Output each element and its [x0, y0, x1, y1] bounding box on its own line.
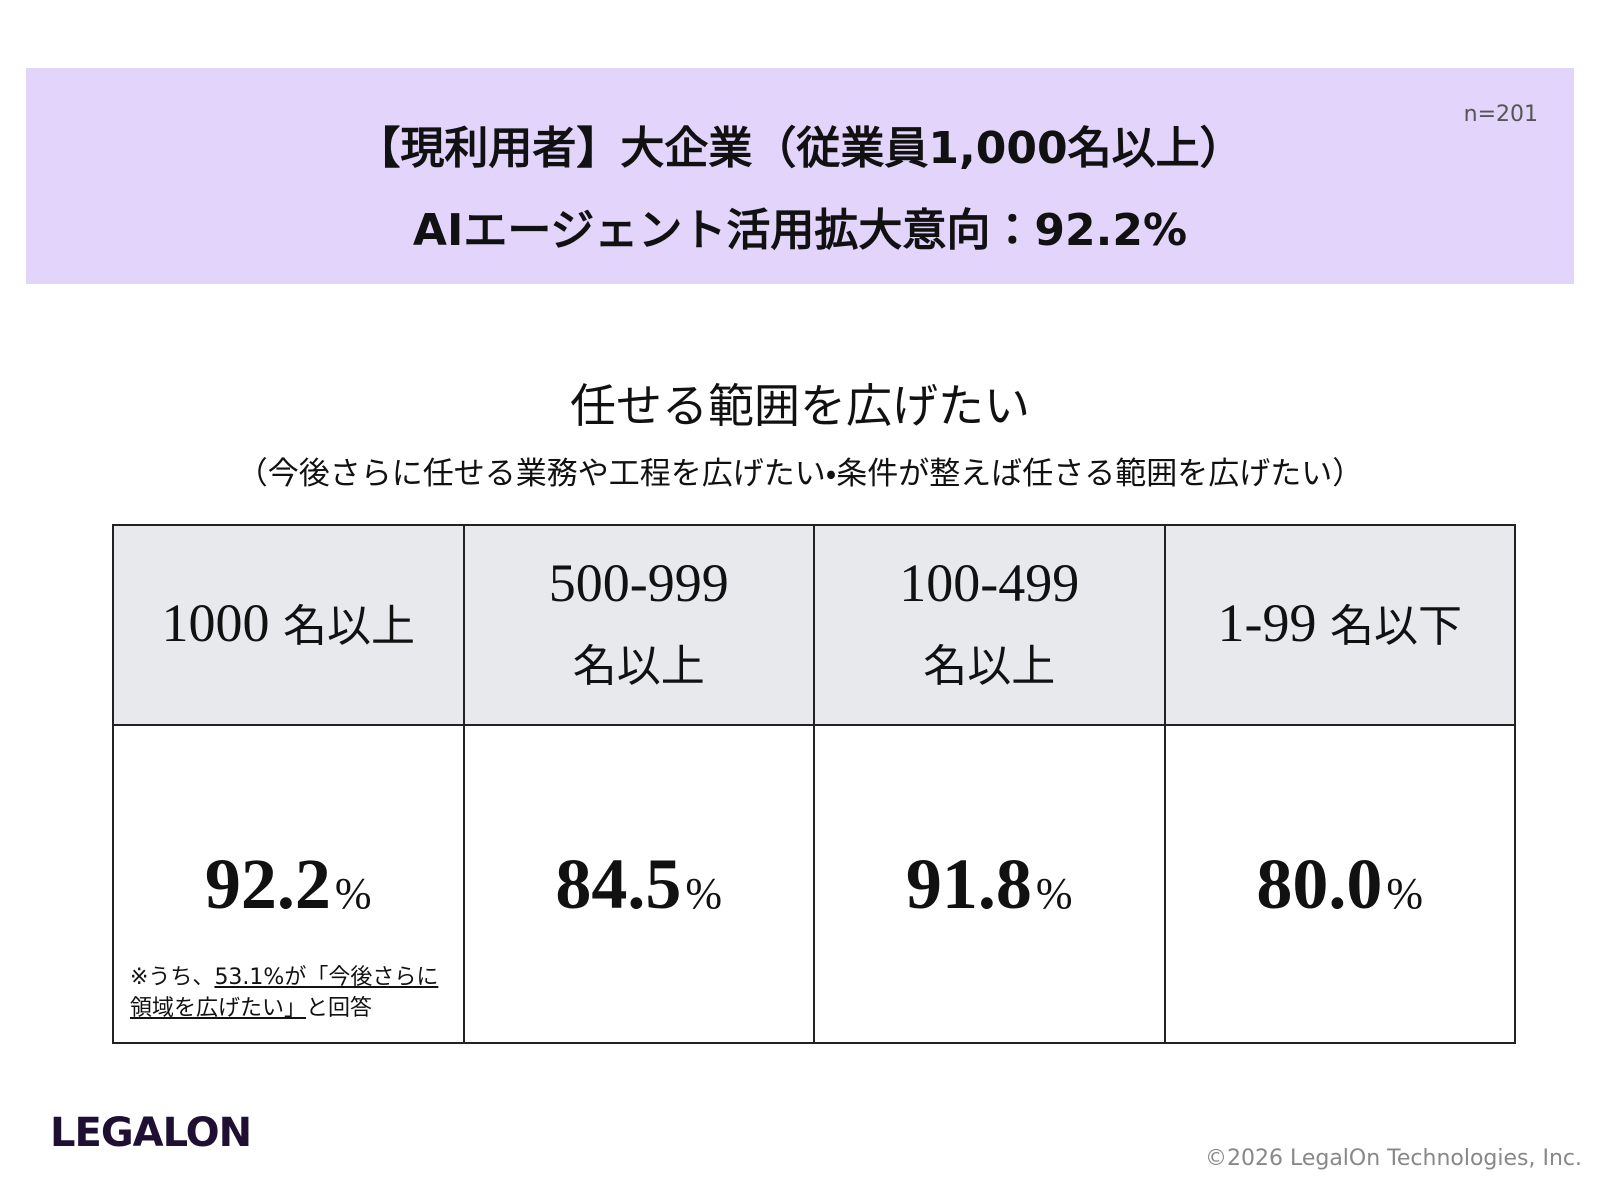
header-number: 1000: [161, 593, 270, 653]
result-table: 1000 名以上 500-999 名以上 100-499 名以上 1-99 名以下 …: [112, 524, 1516, 1044]
header-number: 1-99: [1217, 593, 1317, 653]
value: 91.8: [905, 843, 1032, 924]
value-cell: 91.8%: [813, 724, 1166, 1044]
header-unit: 名以上: [283, 602, 415, 651]
note-suffix: と回答: [306, 996, 373, 1021]
note-highlight: 53.1%が「今後さらに領域を広げたい」: [130, 965, 439, 1021]
section-title: 任せる範囲を広げたい: [570, 379, 1030, 433]
header-number: 500-999: [548, 553, 729, 613]
header-unit: 名以下: [1329, 602, 1462, 651]
header-row: 1000 名以上 500-999 名以上 100-499 名以上 1-99 名以下: [112, 524, 1516, 726]
value-unit: %: [685, 868, 723, 918]
value-row: 92.2% ※うち、53.1%が「今後さらに領域を広げたい」と回答 84.5% …: [112, 724, 1516, 1044]
header-cell: 100-499 名以上: [813, 524, 1166, 726]
value-unit: %: [334, 868, 372, 918]
sample-size: n=201: [1463, 102, 1538, 127]
section-subtitle: （今後さらに任せる業務や工程を広げたい・条件が整えば任さる範囲を広げたい）: [236, 456, 1364, 492]
value-cell: 80.0%: [1163, 724, 1516, 1044]
value: 84.5: [555, 843, 682, 924]
header-unit: 名以上: [572, 642, 705, 691]
copyright: ©2026 LegalOn Technologies, Inc.: [1204, 1146, 1582, 1171]
title-line1: 【現利用者】大企業（従業員1,000名以上）: [356, 123, 1244, 174]
value-cell: 92.2% ※うち、53.1%が「今後さらに領域を広げたい」と回答: [112, 724, 465, 1044]
header-band: [26, 68, 1574, 284]
header-unit: 名以上: [923, 642, 1056, 691]
header-number: 100-499: [899, 553, 1080, 613]
value-cell: 84.5%: [462, 724, 815, 1044]
value-unit: %: [1386, 868, 1424, 918]
header-cell: 1-99 名以下: [1163, 524, 1516, 726]
note: ※うち、53.1%が「今後さらに領域を広げたい」と回答: [130, 962, 440, 1024]
header-cell: 500-999 名以上: [462, 524, 815, 726]
value: 92.2: [204, 843, 331, 924]
note-prefix: ※うち、: [130, 965, 215, 990]
value: 80.0: [1256, 843, 1383, 924]
header-cell: 1000 名以上: [112, 524, 465, 726]
title-line2: AIエージェント活用拡大意向：92.2%: [412, 205, 1188, 256]
value-unit: %: [1035, 868, 1073, 918]
logo: LEGALON: [50, 1110, 252, 1156]
